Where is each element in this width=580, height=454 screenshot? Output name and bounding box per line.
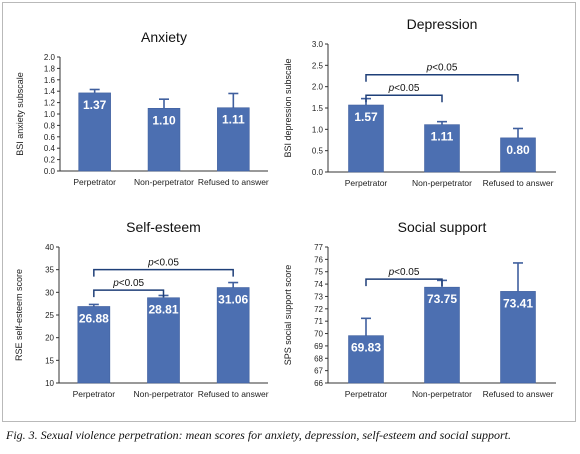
- y-tick-label: 76: [314, 255, 323, 264]
- y-tick-label: 69: [314, 342, 323, 351]
- bar: [78, 92, 111, 172]
- figure-caption: Fig. 3. Sexual violence perpetration: me…: [6, 428, 512, 442]
- significance-bracket: [93, 268, 234, 277]
- bar-value-label: 26.88: [79, 311, 109, 325]
- y-tick-label: 1.0: [44, 110, 56, 119]
- y-tick-label: 72: [314, 305, 323, 314]
- x-category-label: Non-perpetrator: [412, 389, 472, 399]
- bar-value-label: 1.37: [83, 98, 107, 112]
- bar: [424, 286, 460, 384]
- y-tick-label: 77: [314, 243, 323, 252]
- y-axis-label: BSI anxiety subscale: [15, 72, 25, 156]
- bar: [348, 335, 384, 384]
- y-tick-label: 68: [314, 354, 323, 363]
- chart-panel-1: Anxiety 0.0 0.2 0.4 0.6 0.8 1.0 1.2 1.4 1.6 1.8 2.0…: [15, 29, 269, 187]
- bar-value-label: 31.06: [218, 293, 248, 307]
- y-tick-label: 15: [45, 356, 54, 365]
- x-category-label: Refused to answer: [198, 177, 269, 187]
- significance-label: p<0.05: [426, 63, 458, 74]
- significance-bracket: [93, 289, 165, 298]
- y-tick-label: 40: [45, 243, 54, 252]
- y-tick-label: 2.0: [44, 53, 56, 62]
- x-category-label: Perpetrator: [345, 178, 388, 188]
- y-tick-label: 73: [314, 292, 323, 301]
- significance-label: p<0.05: [388, 83, 420, 94]
- bar: [216, 287, 250, 384]
- y-tick-label: 2.0: [312, 83, 324, 92]
- y-tick-label: 66: [314, 379, 323, 388]
- bar-value-label: 0.80: [506, 143, 530, 157]
- bar-value-label: 73.41: [503, 296, 533, 310]
- y-tick-label: 30: [45, 288, 54, 297]
- bar-value-label: 1.57: [354, 110, 378, 124]
- bar: [147, 108, 181, 172]
- bar-value-label: 28.81: [148, 303, 178, 317]
- y-tick-label: 67: [314, 367, 323, 376]
- significance-label: p<0.05: [112, 278, 144, 289]
- y-tick-label: 0.2: [44, 156, 56, 165]
- y-tick-label: 0.6: [44, 133, 56, 142]
- y-tick-label: 75: [314, 268, 323, 277]
- bar: [217, 107, 250, 172]
- y-tick-label: 70: [314, 330, 323, 339]
- chart-title: Social support: [398, 219, 487, 235]
- charts-canvas: Anxiety 0.0 0.2 0.4 0.6 0.8 1.0 1.2 1.4 1.6 1.8 2.0…: [14, 16, 556, 399]
- x-category-label: Refused to answer: [483, 389, 554, 399]
- y-tick-label: 1.6: [44, 76, 56, 85]
- y-tick-label: 25: [45, 311, 54, 320]
- bar: [348, 104, 384, 173]
- y-axis-label: RSE self-esteem score: [14, 269, 24, 361]
- y-tick-label: 35: [45, 266, 54, 275]
- bar: [500, 291, 536, 384]
- x-category-label: Non-perpetrator: [133, 389, 193, 399]
- significance-bracket: [365, 73, 519, 82]
- bar-value-label: 1.11: [431, 130, 454, 144]
- chart-panel-2: Depression 0.0 0.5 1.0 1.5 2.0 2.5 3.0 BSI depre…: [283, 16, 556, 188]
- x-category-label: Non-perpetrator: [412, 178, 472, 188]
- chart-title: Self-esteem: [126, 219, 201, 235]
- y-tick-label: 1.8: [44, 64, 56, 73]
- y-axis-label: BSI depression subscale: [283, 58, 293, 157]
- bar: [500, 137, 536, 173]
- y-tick-label: 3.0: [312, 40, 324, 49]
- y-axis-label: SPS social support score: [283, 265, 293, 366]
- x-category-label: Refused to answer: [483, 178, 554, 188]
- bar-value-label: 73.75: [427, 292, 457, 306]
- y-tick-label: 0.0: [312, 168, 324, 177]
- y-tick-label: 20: [45, 334, 54, 343]
- x-category-label: Perpetrator: [345, 389, 388, 399]
- x-category-label: Non-perpetrator: [134, 177, 194, 187]
- y-tick-label: 1.4: [44, 87, 56, 96]
- y-tick-label: 1.2: [44, 99, 56, 108]
- y-tick-label: 0.8: [44, 121, 56, 130]
- significance-bracket: [365, 278, 443, 287]
- bar-value-label: 1.11: [222, 113, 245, 127]
- y-tick-label: 10: [45, 379, 54, 388]
- y-tick-label: 2.5: [312, 61, 324, 70]
- x-category-label: Perpetrator: [73, 177, 116, 187]
- y-tick-label: 71: [314, 317, 323, 326]
- x-category-label: Perpetrator: [73, 389, 116, 399]
- significance-label: p<0.05: [147, 258, 179, 269]
- y-tick-label: 0.4: [44, 144, 56, 153]
- x-category-label: Refused to answer: [198, 389, 269, 399]
- chart-panel-4: Social support 66 67 68 69 70 71 72 73 74 75 76 77 SP…: [283, 219, 556, 399]
- chart-title: Depression: [407, 16, 478, 32]
- bar: [424, 124, 460, 173]
- chart-title: Anxiety: [141, 29, 187, 45]
- y-tick-label: 0.5: [312, 147, 324, 156]
- y-tick-label: 74: [314, 280, 323, 289]
- bar-value-label: 69.83: [351, 341, 381, 355]
- significance-label: p<0.05: [388, 267, 420, 278]
- bar: [77, 306, 111, 384]
- y-tick-label: 1.0: [312, 125, 324, 134]
- y-tick-label: 0.0: [44, 167, 56, 176]
- bar-value-label: 1.10: [152, 113, 176, 127]
- chart-panel-3: Self-esteem 10 15 20 25 30 35 40 RSE self-esteem…: [14, 219, 269, 399]
- y-tick-label: 1.5: [312, 104, 324, 113]
- significance-bracket: [365, 94, 443, 103]
